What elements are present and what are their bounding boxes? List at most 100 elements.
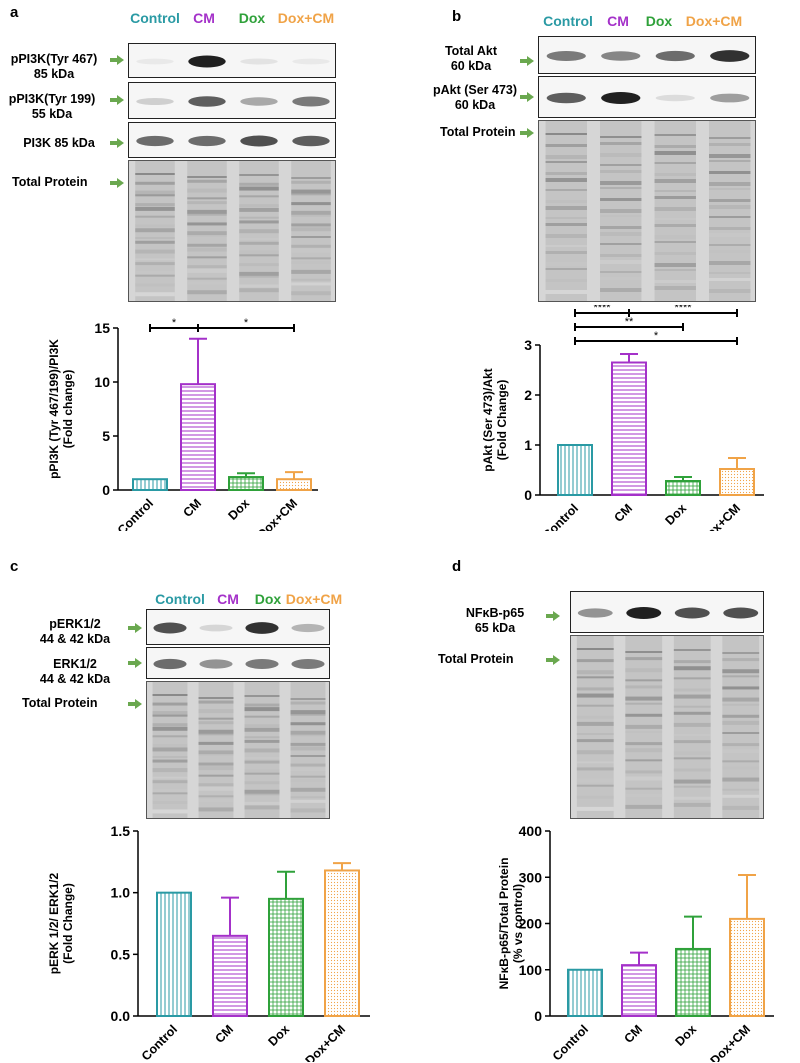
y-axis-label: pERK 1/2/ ERK1/2 [47, 872, 61, 974]
y-axis-label: (% vs control) [511, 884, 525, 963]
total-protein-label-b: Total Protein [440, 125, 516, 139]
blot-bands [136, 55, 330, 68]
total-protein-gel-c [146, 681, 330, 819]
gel-band [239, 271, 279, 276]
gel-band [722, 675, 760, 678]
gel-band [600, 136, 642, 138]
blot-strip-perk [146, 609, 330, 645]
blot-bands [153, 622, 325, 634]
blot-label-pi3k: PI3K 85 kDa [14, 136, 104, 151]
blot-band [199, 624, 233, 632]
blot-band [710, 93, 750, 103]
gel-band [673, 649, 711, 651]
gel-band [198, 783, 234, 787]
blot-label-line: 60 kDa [450, 59, 492, 73]
bar-cm [180, 383, 216, 491]
lane-label-control-c: Control [155, 591, 205, 607]
gel-band [576, 676, 614, 679]
gel-band [709, 199, 751, 202]
blot-label-total-akt: Total Akt 60 kDa [436, 44, 506, 74]
y-axis-label: pAkt (Ser 473)/Akt [481, 368, 495, 471]
blot-label-ppi3k-199: pPI3K(Tyr 199) 55 kDa [2, 92, 102, 122]
lane-label-dox-b: Dox [645, 13, 673, 29]
gel-band [135, 203, 175, 207]
blot-label-line: 55 kDa [31, 107, 73, 121]
y-axis-label: (Fold Change) [495, 380, 509, 461]
gel-band [187, 268, 227, 273]
gel-band [198, 807, 234, 812]
gel-band [625, 793, 663, 797]
lane-label-control-a: Control [130, 10, 180, 26]
arrow-icon [128, 699, 142, 709]
gel-band [239, 250, 279, 255]
gel-band [135, 270, 175, 275]
significance-label: ** [625, 316, 634, 328]
gel-band [135, 194, 175, 197]
gel-band [625, 787, 663, 790]
gel-band [291, 177, 331, 179]
gel-band [709, 143, 751, 146]
gel-band [239, 254, 279, 257]
gel-band [709, 137, 751, 139]
gel-band [722, 805, 760, 810]
gel-band [625, 776, 663, 781]
gel-image [571, 636, 763, 818]
gel-band [600, 187, 642, 189]
gel-band [244, 748, 280, 753]
panel-a: a Control CM Dox Dox+CM pPI3K(Tyr 467) 8… [0, 0, 400, 531]
x-tick-label: Dox+CM [698, 501, 744, 531]
blot-band [626, 607, 662, 619]
gel-band [239, 195, 279, 198]
gel-band [291, 210, 331, 215]
gel-band [654, 235, 696, 239]
bar-cm [212, 934, 248, 1017]
blot-strip-pi3k [128, 122, 336, 158]
gel-band [239, 263, 279, 267]
y-tick-label: 1.0 [111, 885, 131, 901]
gel-band [709, 154, 751, 158]
gel-band [545, 262, 587, 266]
gel-band [576, 778, 614, 783]
blot-band [188, 135, 226, 147]
gel-band [291, 261, 331, 265]
gel-lane [187, 161, 227, 301]
gel-band [290, 755, 326, 757]
gel-band [654, 207, 696, 211]
y-tick-label: 400 [519, 823, 543, 839]
gel-band [291, 223, 331, 227]
gel-band [625, 696, 663, 701]
y-tick-label: 0.0 [111, 1008, 131, 1024]
blot-label-line: pERK1/2 [49, 617, 101, 631]
x-tick-label: CM [621, 1022, 645, 1046]
gel-band [152, 714, 188, 717]
gel-band [654, 286, 696, 290]
gel-band [625, 702, 663, 705]
gel-band [709, 171, 751, 174]
y-tick-label: 0 [534, 1008, 542, 1024]
gel-band [545, 172, 587, 175]
gel-band [198, 729, 234, 734]
gel-band [625, 657, 663, 661]
total-protein-gel-b [538, 120, 756, 302]
y-tick-label: 1 [524, 437, 532, 453]
blot-band [546, 51, 586, 61]
gel-band [576, 659, 614, 663]
gel-band [290, 775, 326, 778]
x-tick-label: Dox [673, 1022, 700, 1049]
gel-band [187, 256, 227, 259]
gel-band [239, 241, 279, 245]
gel-band [722, 766, 760, 770]
gel-band [545, 133, 587, 135]
gel-band [290, 701, 326, 705]
gel-band [187, 281, 227, 285]
gel-band [722, 686, 760, 690]
gel-band [545, 245, 587, 247]
gel-band [709, 250, 751, 253]
y-tick-label: 300 [519, 869, 543, 885]
blot-band [153, 658, 187, 670]
gel-band [239, 284, 279, 288]
panel-b: b Control CM Dox Dox+CM Total Akt 60 kDa… [400, 0, 800, 531]
gel-band [187, 197, 227, 200]
gel-band [198, 766, 234, 771]
x-tick-label: Dox+CM [303, 1022, 349, 1062]
